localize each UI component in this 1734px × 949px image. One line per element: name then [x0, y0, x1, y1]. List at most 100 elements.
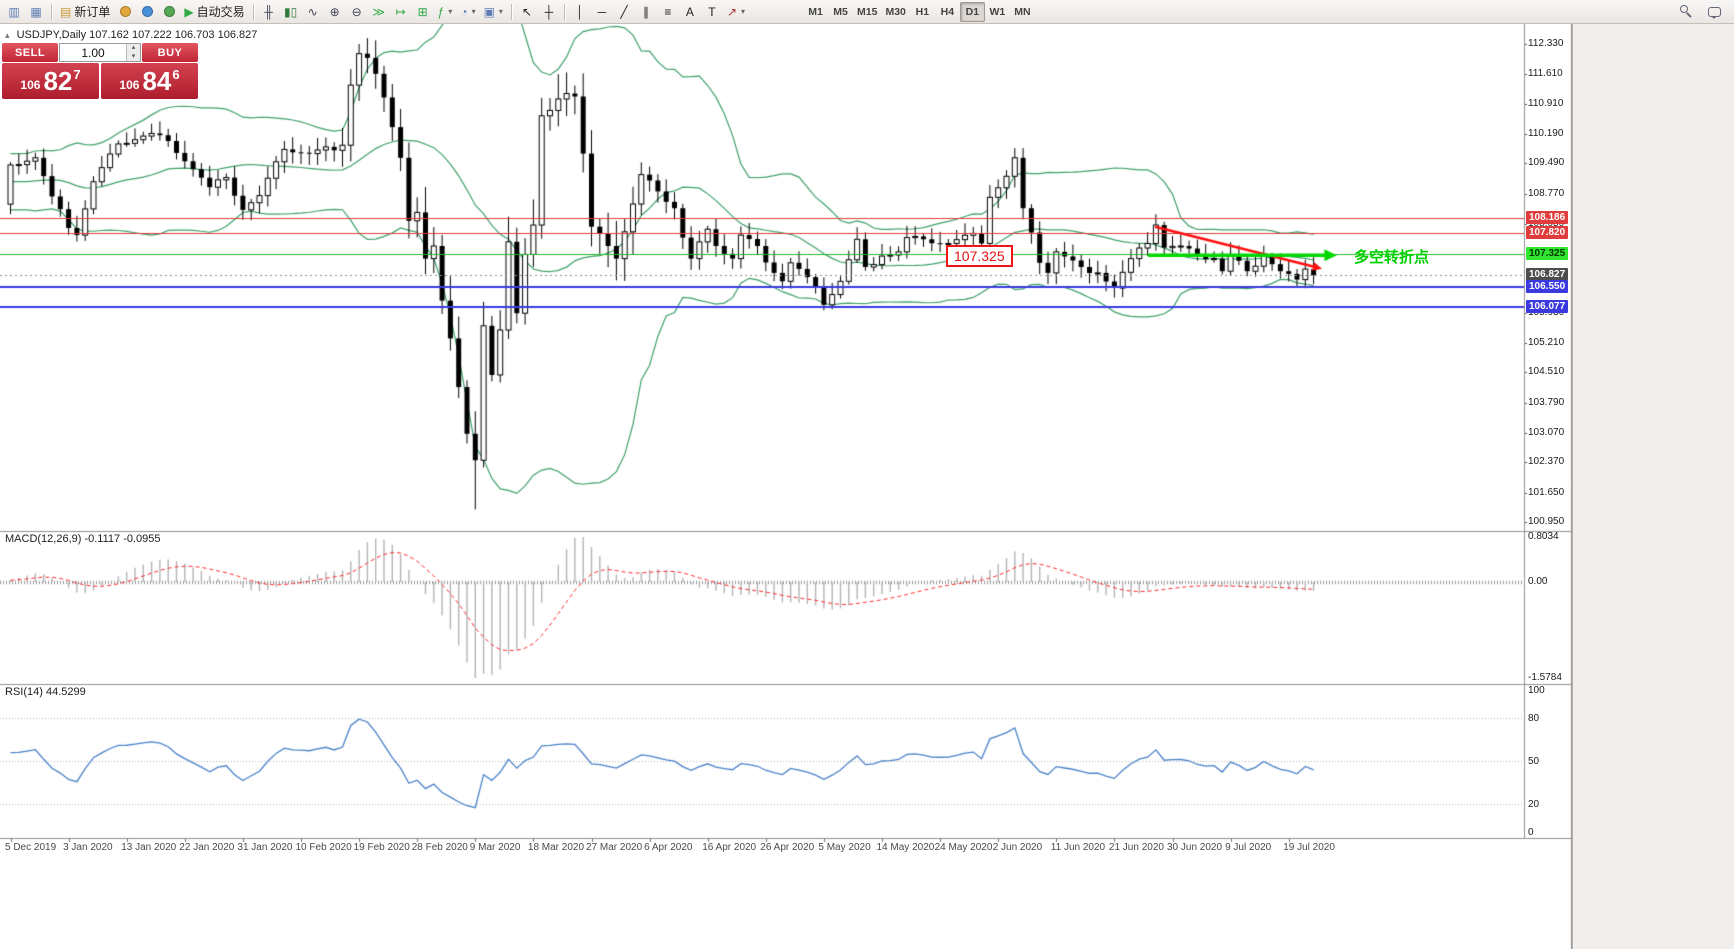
fibonacci-icon[interactable]: ≡ [657, 2, 679, 22]
equidistant-channel-icon[interactable]: ∥ [635, 2, 657, 22]
time-axis-label: 21 Jun 2020 [1108, 842, 1164, 853]
text-label-icon[interactable]: T [701, 2, 723, 22]
chart-ohlc-line: ▴ USDJPY,Daily 107.162 107.222 106.703 1… [5, 29, 257, 41]
toolbar-separator [51, 3, 52, 20]
chat-icon[interactable] [1703, 2, 1725, 22]
price-tick-label: 103.790 [1528, 396, 1565, 408]
time-axis-label: 28 Feb 2020 [411, 842, 468, 853]
workspace-background [1572, 24, 1734, 949]
search-icon[interactable] [1675, 2, 1697, 22]
horizontal-line-icon[interactable]: ─ [591, 2, 613, 22]
turning-point-label: 多空转折点 [1354, 249, 1430, 266]
one-click-trading-panel: SELL 1.00 ▴ ▾ BUY 106 82 7 106 84 6 [2, 43, 198, 99]
time-axis-label: 31 Jan 2020 [237, 842, 293, 853]
ask-price-pip: 6 [172, 66, 180, 82]
time-axis-label: 5 May 2020 [818, 842, 871, 853]
time-axis-label: 10 Feb 2020 [295, 842, 352, 853]
rsi-scale-label: 80 [1528, 713, 1540, 725]
time-axis-label: 9 Mar 2020 [469, 842, 521, 853]
chart-shift-icon[interactable]: ↦ [390, 2, 412, 22]
volume-down-icon[interactable]: ▾ [127, 52, 140, 61]
time-axis-label: 22 Jan 2020 [179, 842, 235, 853]
vertical-line-icon[interactable]: │ [569, 2, 591, 22]
timeframe-m15-button[interactable]: M15 [853, 2, 881, 22]
time-axis-label: 30 Jun 2020 [1167, 842, 1223, 853]
ask-price-big: 84 [142, 66, 172, 96]
timeframe-m1-button[interactable]: M1 [803, 2, 828, 22]
ask-price-display[interactable]: 106 84 6 [101, 63, 198, 99]
toolbar-right-group [1675, 2, 1731, 22]
tile-windows-icon[interactable]: ⊞ [412, 2, 434, 22]
ask-price-prefix: 106 [119, 78, 140, 92]
timeframe-h4-button[interactable]: H4 [935, 2, 960, 22]
chart-canvas[interactable] [0, 24, 1572, 949]
price-marker: 107.820 [1526, 226, 1569, 240]
time-axis-label: 6 Apr 2020 [644, 842, 693, 853]
toolbar: ▥ ▦ ▤ 新订单 ▶ 自动交易 ╫ ▮▯ ∿ ⊕ ⊖ ≫ ↦ ⊞ ƒ ▾ ◔ ▾ ▣ ▾ ↖ ┼ │ ─ ╱ ∥ ≡ A T ↗ ▾ M1 M… [0, 0, 1734, 24]
mql5-icon[interactable] [114, 2, 136, 22]
price-marker: 108.186 [1526, 211, 1569, 225]
macd-indicator-label: MACD(12,26,9) -0.1117 -0.0955 [5, 533, 161, 545]
price-tick-label: 103.070 [1528, 426, 1565, 438]
arrow-objects-icon[interactable]: ↗ ▾ [723, 2, 749, 22]
timeframe-d1-button[interactable]: D1 [959, 1, 985, 22]
toolbar-separator [510, 3, 512, 20]
timeframe-m30-button[interactable]: M30 [881, 2, 909, 22]
timeframe-m5-button[interactable]: M5 [828, 2, 853, 22]
ohlc-text: USDJPY,Daily 107.162 107.222 106.703 106… [16, 29, 258, 41]
price-tick-label: 110.190 [1528, 127, 1564, 139]
rsi-scale-label: 100 [1528, 685, 1545, 696]
time-axis-label: 11 Jun 2020 [1050, 842, 1106, 853]
time-axis-label: 26 Apr 2020 [760, 842, 815, 853]
line-chart-icon[interactable]: ∿ [302, 2, 324, 22]
chart-profiles-icon[interactable]: ▦ [25, 2, 47, 22]
bid-price-pip: 7 [73, 66, 81, 82]
crosshair-icon[interactable]: ┼ [538, 2, 560, 22]
price-tick-label: 109.490 [1528, 157, 1565, 169]
bid-price-display[interactable]: 106 82 7 [2, 63, 99, 99]
price-tick-label: 101.650 [1528, 486, 1565, 498]
price-tick-label: 100.950 [1528, 515, 1565, 527]
new-chart-icon[interactable]: ▥ [3, 2, 25, 22]
new-order-button[interactable]: ▤ 新订单 [56, 2, 114, 22]
timeframe-mn-button[interactable]: MN [1010, 2, 1035, 22]
price-marker: 106.077 [1526, 299, 1569, 313]
trendline-icon[interactable]: ╱ [613, 2, 635, 22]
time-axis-label: 13 Jan 2020 [121, 842, 177, 853]
news-icon[interactable] [158, 2, 180, 22]
volume-value[interactable]: 1.00 [81, 45, 105, 60]
price-scale[interactable]: 112.330 111.610 110.910 110.190 109.490 108.7… [1526, 24, 1572, 949]
time-axis-label: 9 Jul 2020 [1225, 842, 1272, 853]
volume-up-icon[interactable]: ▴ [127, 44, 140, 53]
community-icon[interactable] [136, 2, 158, 22]
text-icon[interactable]: A [679, 2, 701, 22]
volume-input[interactable]: 1.00 ▴ ▾ [59, 43, 141, 62]
bar-chart-icon[interactable]: ╫ [258, 2, 280, 22]
auto-scroll-icon[interactable]: ≫ [368, 2, 390, 22]
templates-icon[interactable]: ▣ ▾ [480, 2, 507, 22]
timeframe-h1-button[interactable]: H1 [910, 2, 935, 22]
rsi-indicator-label: RSI(14) 44.5299 [5, 686, 86, 698]
macd-scale-zero: 0.00 [1528, 576, 1548, 587]
timeframe-w1-button[interactable]: W1 [985, 2, 1010, 22]
time-axis-label: 16 Apr 2020 [702, 842, 757, 853]
time-axis[interactable]: 5 Dec 2019 3 Jan 2020 13 Jan 2020 22 Jan 20… [0, 838, 1572, 862]
sell-button[interactable]: SELL [2, 43, 58, 62]
toolbar-separator [563, 3, 565, 20]
price-tick-label: 108.770 [1528, 187, 1565, 199]
autotrading-button[interactable]: ▶ 自动交易 [180, 2, 248, 22]
time-axis-label: 19 Jul 2020 [1283, 842, 1335, 853]
one-click-toggle-icon[interactable]: ▴ [5, 30, 10, 40]
periods-icon[interactable]: ◔ ▾ [456, 2, 479, 22]
rsi-scale-label: 20 [1528, 798, 1540, 810]
price-tick-label: 105.210 [1528, 337, 1565, 349]
time-axis-label: 27 Mar 2020 [586, 842, 643, 853]
cursor-icon[interactable]: ↖ [516, 2, 538, 22]
candlestick-chart-icon[interactable]: ▮▯ [280, 2, 302, 22]
price-marker: 106.550 [1526, 279, 1569, 293]
price-tick-label: 111.610 [1528, 68, 1563, 80]
zoom-in-icon[interactable]: ⊕ [324, 2, 346, 22]
indicators-icon[interactable]: ƒ ▾ [434, 2, 457, 22]
zoom-out-icon[interactable]: ⊖ [346, 2, 368, 22]
buy-button[interactable]: BUY [142, 43, 198, 62]
